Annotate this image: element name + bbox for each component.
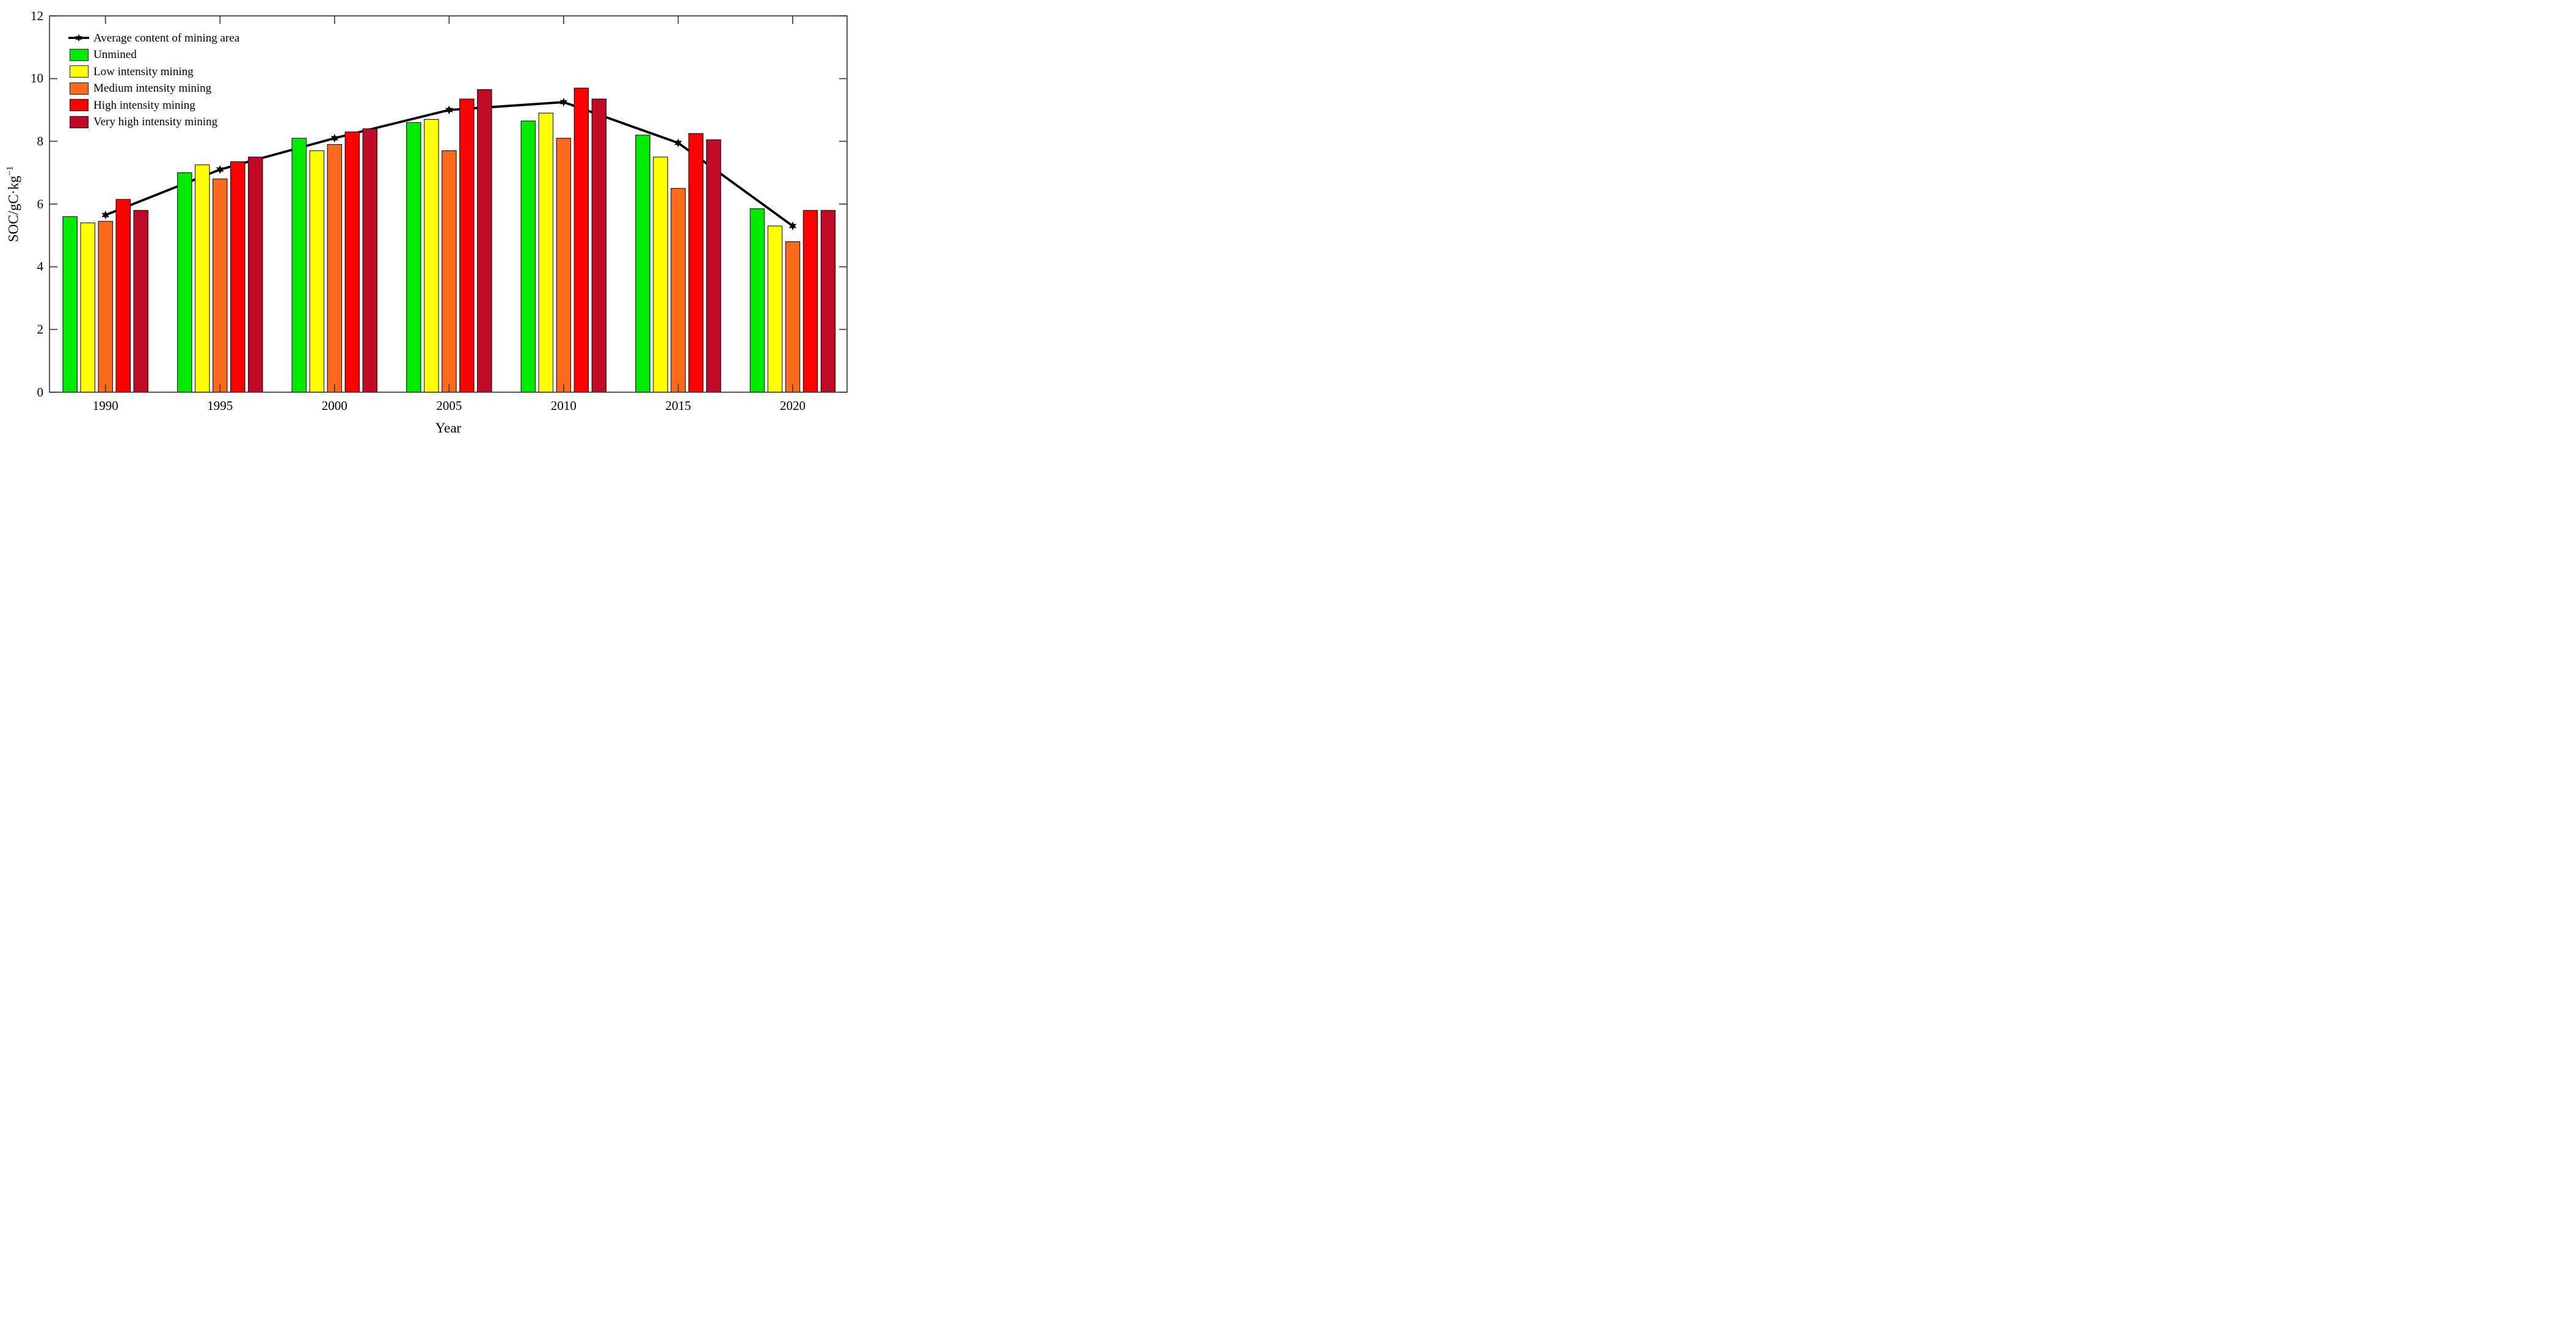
bar-low-intensity-mining-2020 — [767, 225, 783, 393]
bar-unmined-2020 — [749, 208, 765, 393]
legend-item-very-high: Very high intensity mining — [68, 115, 239, 128]
bar-unmined-2010 — [520, 120, 536, 393]
y-axis-label: SOC/gC·kg−1 — [5, 166, 22, 243]
bar-unmined-1995 — [177, 172, 192, 393]
bar-high-intensity-mining-2015 — [688, 133, 704, 393]
swatch-holder — [68, 99, 89, 111]
legend-item-medium: Medium intensity mining — [68, 82, 239, 95]
bar-low-intensity-mining-2000 — [309, 150, 325, 393]
plot-area — [49, 15, 848, 393]
bar-high-intensity-mining-2020 — [802, 210, 818, 393]
bar-very-high-intensity-mining-2005 — [477, 89, 492, 393]
swatch-holder — [68, 115, 89, 128]
bar-low-intensity-mining-2015 — [653, 156, 668, 393]
bar-high-intensity-mining-1995 — [230, 161, 246, 393]
swatch-holder — [68, 48, 89, 61]
medium-intensity-swatch — [69, 82, 89, 95]
bar-very-high-intensity-mining-2015 — [706, 139, 721, 393]
bar-medium-intensity-mining-2020 — [785, 241, 801, 393]
star-icon — [75, 34, 82, 42]
unmined-swatch — [69, 48, 89, 61]
bar-medium-intensity-mining-1995 — [213, 178, 228, 393]
bar-high-intensity-mining-2010 — [573, 87, 589, 393]
legend-item-average: Average content of mining area — [68, 32, 239, 44]
bar-medium-intensity-mining-2005 — [442, 150, 457, 393]
legend-label: Low intensity mining — [93, 65, 194, 78]
bar-very-high-intensity-mining-2000 — [362, 128, 377, 393]
very-high-intensity-swatch — [69, 115, 89, 128]
legend-label: Medium intensity mining — [93, 82, 212, 95]
average-line-marker-2015 — [674, 138, 682, 148]
legend-label: High intensity mining — [93, 98, 195, 112]
bar-medium-intensity-mining-2015 — [671, 188, 686, 393]
bar-unmined-1990 — [62, 216, 78, 393]
bar-low-intensity-mining-1990 — [80, 222, 95, 393]
average-line-marker-2010 — [559, 97, 568, 107]
bar-very-high-intensity-mining-2020 — [820, 210, 836, 393]
average-line-marker-1995 — [216, 165, 224, 174]
legend-item-low: Low intensity mining — [68, 65, 239, 78]
bar-low-intensity-mining-2010 — [538, 112, 554, 393]
average-line-marker-1990 — [101, 210, 109, 220]
bar-medium-intensity-mining-2000 — [327, 144, 342, 393]
swatch-holder — [68, 65, 89, 78]
average-line-sample — [68, 32, 89, 44]
bar-low-intensity-mining-2005 — [424, 119, 439, 393]
average-line-marker-2020 — [788, 221, 797, 231]
y-axis-label-superscript: −1 — [5, 166, 15, 176]
legend: Average content of mining area Unmined L… — [68, 32, 239, 128]
bar-high-intensity-mining-2005 — [459, 98, 475, 393]
bar-very-high-intensity-mining-1990 — [133, 210, 148, 393]
soc-bar-chart-figure: 0 2 4 6 8 10 12 1990 1995 2000 2005 2010 2015 2020 SO… — [0, 0, 859, 440]
bar-very-high-intensity-mining-1995 — [248, 156, 263, 393]
legend-label: Average content of mining area — [93, 31, 240, 45]
low-intensity-swatch — [69, 65, 89, 78]
bar-high-intensity-mining-1990 — [115, 199, 131, 393]
swatch-holder — [68, 82, 89, 95]
bar-unmined-2000 — [291, 137, 307, 393]
legend-item-high: High intensity mining — [68, 99, 239, 111]
bar-unmined-2015 — [635, 134, 650, 393]
bar-high-intensity-mining-2000 — [344, 131, 360, 393]
bar-low-intensity-mining-1995 — [195, 164, 210, 393]
line-with-star-icon — [68, 34, 89, 42]
legend-label: Very high intensity mining — [93, 115, 218, 128]
bar-very-high-intensity-mining-2010 — [591, 98, 607, 393]
bar-medium-intensity-mining-2010 — [556, 137, 572, 393]
high-intensity-swatch — [69, 99, 89, 111]
legend-label: Unmined — [93, 48, 137, 61]
average-line-marker-2005 — [445, 105, 453, 115]
bar-unmined-2005 — [406, 122, 421, 393]
legend-item-unmined: Unmined — [68, 48, 239, 61]
x-axis-label: Year — [435, 420, 462, 436]
average-line-marker-2000 — [330, 134, 339, 143]
y-axis-label-text: SOC/gC·kg — [5, 175, 21, 243]
bar-medium-intensity-mining-1990 — [98, 221, 113, 393]
